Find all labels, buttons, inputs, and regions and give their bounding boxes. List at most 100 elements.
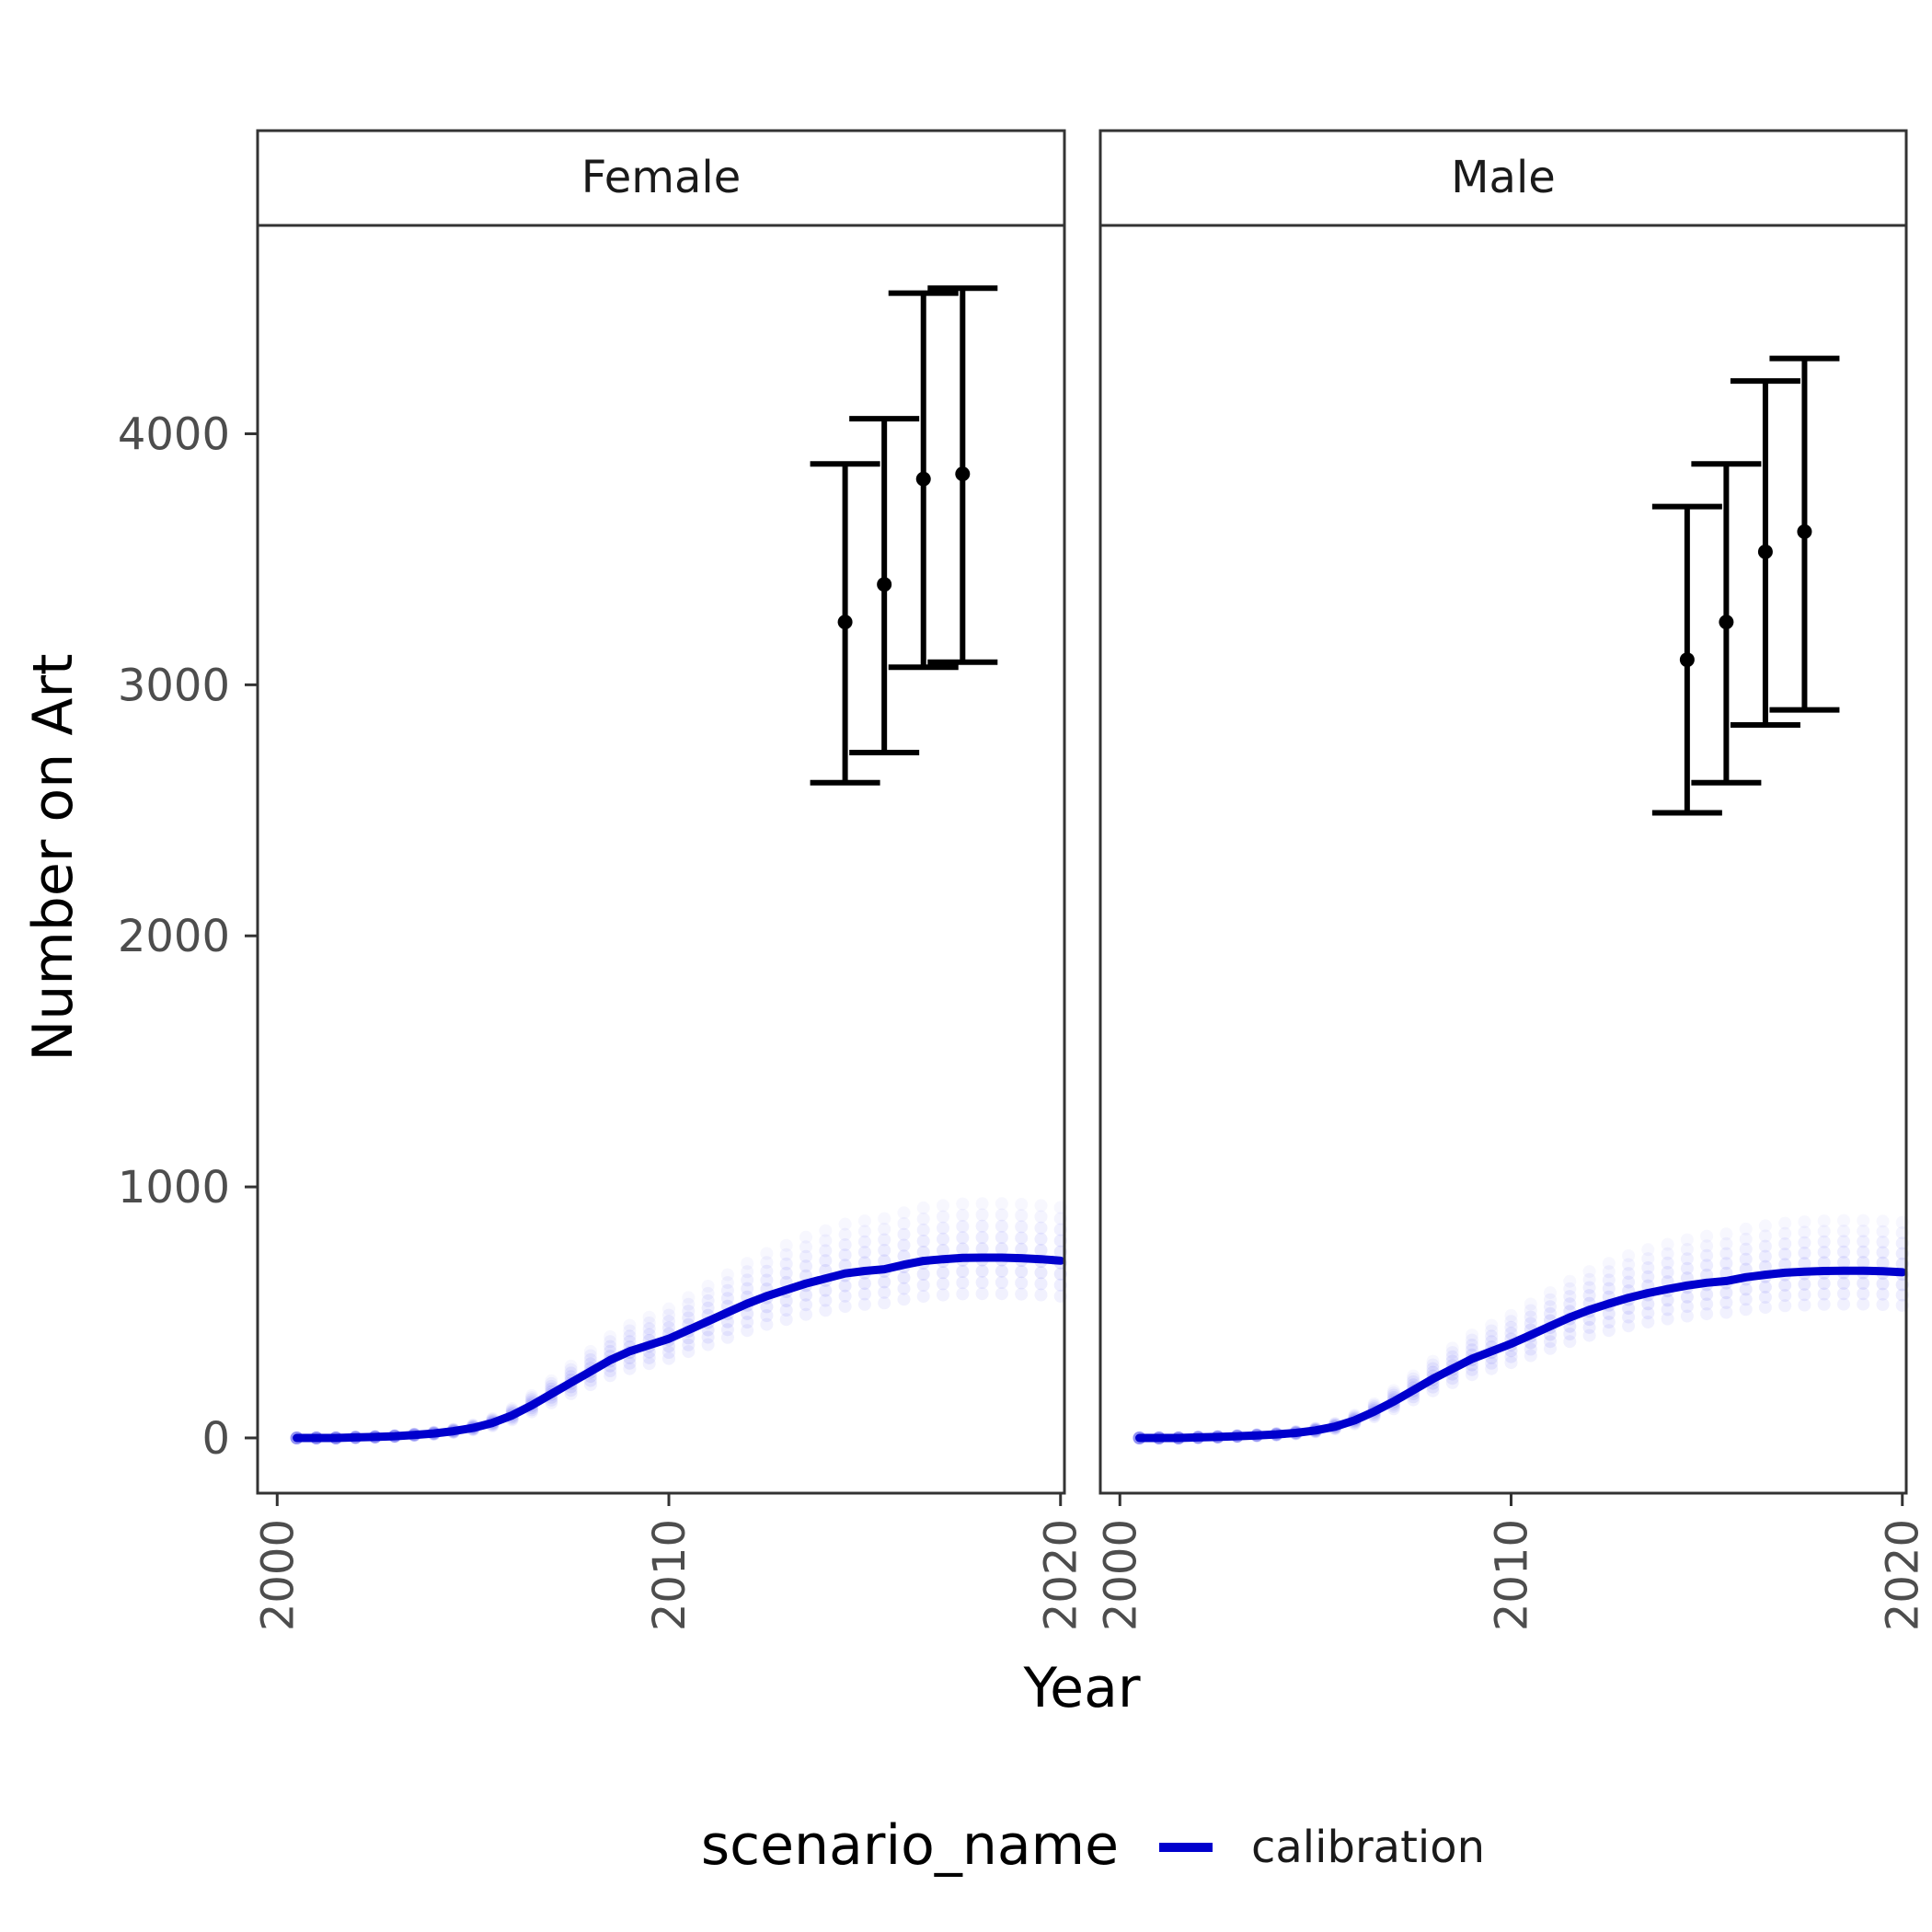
uncertainty-point-male [1837,1297,1850,1311]
uncertainty-point-female [584,1345,597,1358]
uncertainty-point-female [642,1317,656,1329]
uncertainty-point-male [1641,1270,1655,1283]
uncertainty-point-male [1857,1235,1870,1248]
uncertainty-point-female [917,1202,930,1214]
uncertainty-point-female [819,1304,833,1317]
uncertainty-point-female [975,1208,989,1222]
uncertainty-point-male [1544,1306,1557,1320]
uncertainty-point-male [1719,1295,1733,1309]
uncertainty-point-male [1700,1230,1713,1243]
uncertainty-point-female [878,1213,891,1225]
uncertainty-point-male [1837,1256,1850,1270]
uncertainty-point-female [1034,1221,1048,1235]
uncertainty-point-female [937,1210,949,1224]
uncertainty-point-male [1485,1362,1499,1375]
uncertainty-point-male [1758,1239,1772,1253]
uncertainty-point-female [838,1259,852,1272]
uncertainty-point-male [1407,1372,1420,1386]
strip-label-male: Male [1451,152,1556,203]
uncertainty-point-female [956,1242,970,1256]
uncertainty-point-male [1798,1225,1811,1239]
uncertainty-point-female [857,1235,871,1248]
uncertainty-point-female [1015,1220,1029,1234]
uncertainty-point-male [1524,1304,1537,1317]
uncertainty-point-female [702,1280,715,1293]
uncertainty-point-male [1524,1342,1537,1356]
strip-female [256,129,1066,227]
strip-male [1098,129,1908,227]
uncertainty-point-male [1817,1225,1831,1238]
uncertainty-point-female [604,1369,617,1383]
uncertainty-point-male [1446,1341,1459,1354]
uncertainty-point-male [1778,1289,1792,1303]
uncertainty-point-female [741,1282,754,1295]
legend-label-calibration: calibration [1251,1822,1485,1873]
uncertainty-point-female [682,1338,696,1351]
uncertainty-point-male [1485,1356,1499,1370]
uncertainty-point-female [1034,1277,1048,1291]
uncertainty-point-male [1857,1245,1870,1259]
legend-title: scenario_name [701,1813,1119,1878]
uncertainty-point-female [937,1277,949,1291]
uncertainty-point-female [1015,1231,1029,1245]
uncertainty-point-female [956,1265,970,1278]
uncertainty-point-female [741,1306,754,1320]
uncertainty-point-male [1603,1257,1616,1270]
uncertainty-point-male [1524,1298,1537,1311]
uncertainty-point-male [1466,1328,1478,1341]
uncertainty-point-female [995,1242,1008,1256]
target-point-female-2 [915,471,931,487]
uncertainty-point-male [1857,1297,1870,1311]
strip-label-female: Female [581,152,742,203]
uncertainty-point-female [760,1264,774,1278]
uncertainty-point-female [976,1197,989,1210]
uncertainty-point-female [878,1285,891,1299]
uncertainty-point-female [682,1297,696,1311]
uncertainty-point-female [838,1289,852,1303]
uncertainty-point-female [838,1300,852,1313]
uncertainty-point-male [1837,1235,1850,1248]
uncertainty-point-male [1857,1276,1870,1290]
uncertainty-point-male [1680,1261,1694,1275]
uncertainty-point-female [916,1268,930,1281]
uncertainty-point-male [1719,1305,1733,1319]
uncertainty-point-female [916,1246,930,1259]
target-point-male-2 [1757,544,1773,559]
y-tick-label-1000: 1000 [118,1162,230,1213]
uncertainty-point-male [1602,1324,1616,1338]
uncertainty-point-male [1700,1239,1714,1253]
uncertainty-point-female [779,1257,793,1271]
uncertainty-point-male [1641,1316,1655,1328]
uncertainty-point-male [1544,1286,1557,1299]
uncertainty-point-male [1641,1252,1655,1266]
uncertainty-point-male [1485,1324,1499,1338]
uncertainty-point-male [1837,1276,1850,1290]
uncertainty-point-female [779,1304,793,1317]
uncertainty-point-male [1641,1297,1655,1311]
uncertainty-point-female [956,1220,970,1234]
uncertainty-point-male [1485,1335,1499,1349]
legend: scenario_name calibration [701,1813,1485,1878]
uncertainty-point-female [721,1269,734,1282]
uncertainty-point-male [1504,1350,1518,1363]
uncertainty-point-female [583,1378,597,1392]
uncertainty-point-female [799,1298,812,1312]
uncertainty-point-male [1622,1302,1636,1316]
uncertainty-point-male [1622,1267,1636,1281]
uncertainty-point-male [1661,1294,1674,1307]
uncertainty-point-male [1719,1286,1733,1300]
uncertainty-point-male [1445,1346,1459,1360]
uncertainty-point-male [1602,1316,1616,1329]
panel-border-male [1098,224,1908,1495]
uncertainty-point-female [975,1219,989,1233]
uncertainty-point-male [1622,1310,1636,1324]
uncertainty-point-male [1837,1245,1850,1259]
uncertainty-point-male [1504,1327,1518,1340]
uncertainty-point-male [1817,1297,1831,1311]
uncertainty-point-male [1778,1258,1792,1271]
uncertainty-point-male [1817,1235,1831,1248]
uncertainty-point-male [1504,1315,1518,1328]
uncertainty-point-male [1661,1266,1674,1279]
uncertainty-point-male [1876,1287,1890,1301]
